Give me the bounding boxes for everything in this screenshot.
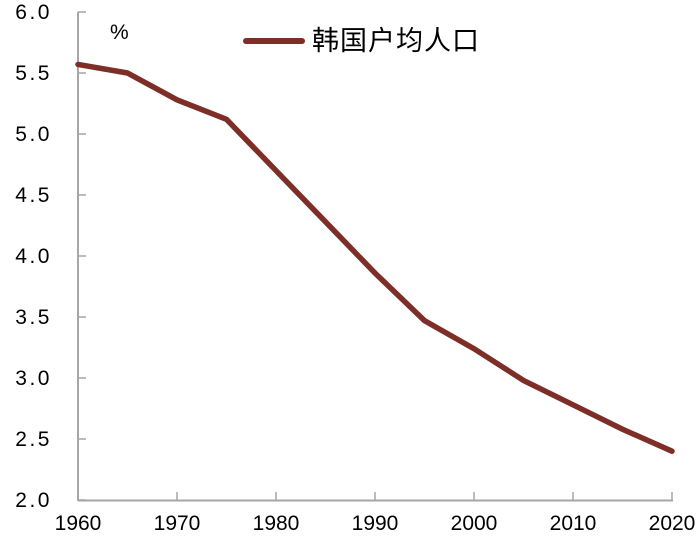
y-tick-label: 5.0 (15, 123, 52, 146)
y-tick-label: 4.0 (15, 245, 52, 268)
x-tick-label: 2010 (550, 512, 597, 535)
y-tick-label: 2.0 (15, 489, 52, 512)
y-tick-label: 3.5 (15, 306, 52, 329)
y-tick-label: 3.0 (15, 367, 52, 390)
x-tick-label: 1990 (352, 512, 399, 535)
y-axis-unit-label: % (110, 21, 129, 44)
legend-series-label: 韩国户均人口 (312, 26, 480, 56)
series-line-korea-household-size (75, 61, 675, 454)
x-tick-label: 2020 (649, 512, 696, 535)
legend-line-swatch (243, 38, 305, 44)
x-tick-label: 1970 (154, 512, 201, 535)
y-tick-label: 5.5 (15, 62, 52, 85)
x-tick-label: 2000 (451, 512, 498, 535)
y-tick-label: 4.5 (15, 184, 52, 207)
y-tick-label: 6.0 (15, 1, 52, 24)
y-tick-label: 2.5 (15, 428, 52, 451)
legend: 韩国户均人口 (243, 26, 480, 56)
x-tick-label: 1980 (253, 512, 300, 535)
x-tick-label: 1960 (55, 512, 102, 535)
